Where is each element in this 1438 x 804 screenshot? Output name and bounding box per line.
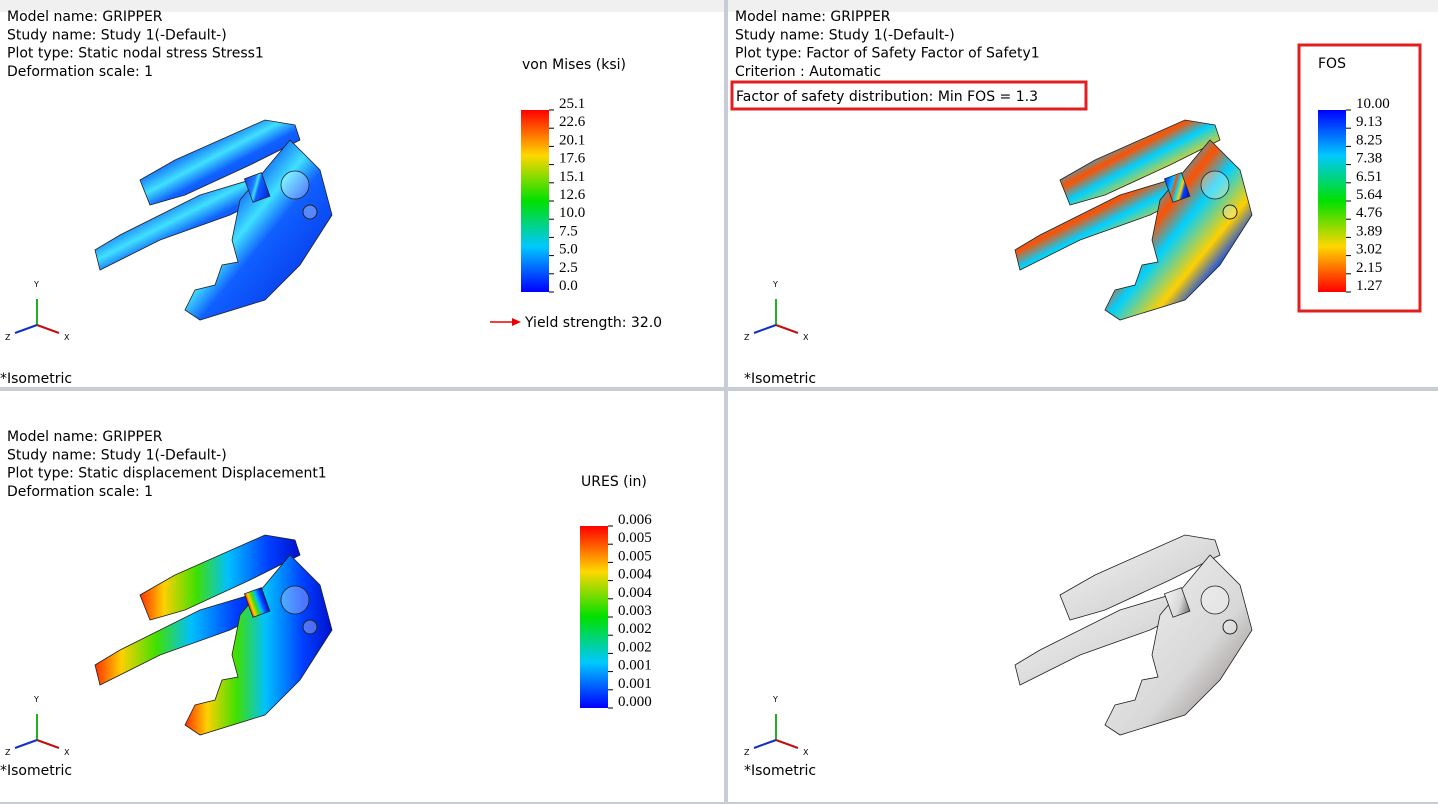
legend-label: 17.6 <box>559 151 586 167</box>
legend-label: 10.00 <box>1356 96 1390 112</box>
axis-x <box>775 739 799 749</box>
legend-label: 0.000 <box>618 694 652 710</box>
divider-bottom <box>0 802 1438 804</box>
axis-label: Y <box>33 695 39 704</box>
axis-label: Y <box>33 280 39 289</box>
legend-label: 0.005 <box>618 530 652 546</box>
axis-label: Z <box>5 748 11 757</box>
view-name: *Isometric <box>744 763 816 779</box>
legend-label: 20.1 <box>559 132 585 148</box>
legend-label: 15.1 <box>559 169 585 185</box>
color-bar <box>580 526 608 708</box>
axis-x <box>36 739 60 749</box>
legend-label: 4.76 <box>1356 205 1383 221</box>
info-line: Model name: GRIPPER <box>7 9 163 25</box>
color-bar <box>521 110 549 292</box>
legend-label: 9.13 <box>1356 114 1382 130</box>
axis-label: X <box>64 333 70 342</box>
legend-label: 5.64 <box>1356 187 1383 203</box>
view-name: *Isometric <box>744 371 816 387</box>
yield-arrowhead <box>512 318 521 326</box>
info-line: Study name: Study 1(-Default-) <box>7 447 227 463</box>
legend-label: 2.5 <box>559 260 578 276</box>
yield-strength: Yield strength: 32.0 <box>524 315 662 331</box>
legend-label: 1.27 <box>1356 278 1383 294</box>
axis-label: X <box>64 748 70 757</box>
divider-v <box>724 0 728 804</box>
axis-label: Z <box>744 748 750 757</box>
legend-label: 25.1 <box>559 96 585 112</box>
legend-label: 6.51 <box>1356 169 1382 185</box>
legend-title: FOS <box>1318 56 1346 72</box>
info-line: Study name: Study 1(-Default-) <box>7 27 227 43</box>
info-line: Plot type: Static nodal stress Stress1 <box>7 46 264 62</box>
top-bar <box>0 0 1438 12</box>
legend-label: 0.004 <box>618 567 652 583</box>
legend-label: 8.25 <box>1356 132 1382 148</box>
legend-label: 12.6 <box>559 187 586 203</box>
legend-label: 3.89 <box>1356 223 1382 239</box>
axis-x <box>775 324 799 334</box>
legend-label: 7.5 <box>559 223 578 239</box>
info-line: Study name: Study 1(-Default-) <box>735 27 955 43</box>
info-line: Plot type: Factor of Safety Factor of Sa… <box>735 46 1040 62</box>
legend-box <box>1297 43 1422 313</box>
axis-label: Y <box>772 695 778 704</box>
legend-label: 22.6 <box>559 114 586 130</box>
legend-label: 10.0 <box>559 205 585 221</box>
axis-label: Y <box>772 280 778 289</box>
axis-z <box>14 324 38 334</box>
axis-label: Z <box>744 333 750 342</box>
axis-z <box>753 324 777 334</box>
legend-label: 0.0 <box>559 278 578 294</box>
axis-z <box>753 739 777 749</box>
highlight-box <box>730 80 1088 111</box>
legend-label: 0.002 <box>618 621 652 637</box>
view-name: *Isometric <box>0 371 72 387</box>
legend-label: 5.0 <box>559 242 578 258</box>
legend-label: 0.002 <box>618 639 652 655</box>
axis-label: Z <box>5 333 11 342</box>
highlight-bg <box>733 83 1085 109</box>
axis-x <box>36 324 60 334</box>
axis-label: X <box>803 748 809 757</box>
legend-label: 0.004 <box>618 585 652 601</box>
info-line: Model name: GRIPPER <box>7 429 163 445</box>
legend-label: 0.003 <box>618 603 652 619</box>
legend-label: 7.38 <box>1356 151 1382 167</box>
legend-title: von Mises (ksi) <box>522 57 626 73</box>
view-name: *Isometric <box>0 763 72 779</box>
legend-label: 0.005 <box>618 548 652 564</box>
divider-h <box>0 387 1438 391</box>
legend-label: 2.15 <box>1356 260 1382 276</box>
legend-title: URES (in) <box>581 474 647 490</box>
axis-z <box>14 739 38 749</box>
info-line: Criterion : Automatic <box>735 64 881 80</box>
info-line: Model name: GRIPPER <box>735 9 891 25</box>
legend-label: 0.001 <box>618 676 652 692</box>
legend-label: 0.006 <box>618 512 652 528</box>
color-bar <box>1318 110 1346 292</box>
info-line: Deformation scale: 1 <box>7 64 153 80</box>
info-line: Deformation scale: 1 <box>7 484 153 500</box>
axis-label: X <box>803 333 809 342</box>
highlight-text: Factor of safety distribution: Min FOS =… <box>736 89 1038 105</box>
legend-label: 3.02 <box>1356 242 1382 258</box>
legend-label: 0.001 <box>618 658 652 674</box>
info-line: Plot type: Static displacement Displacem… <box>7 466 327 482</box>
